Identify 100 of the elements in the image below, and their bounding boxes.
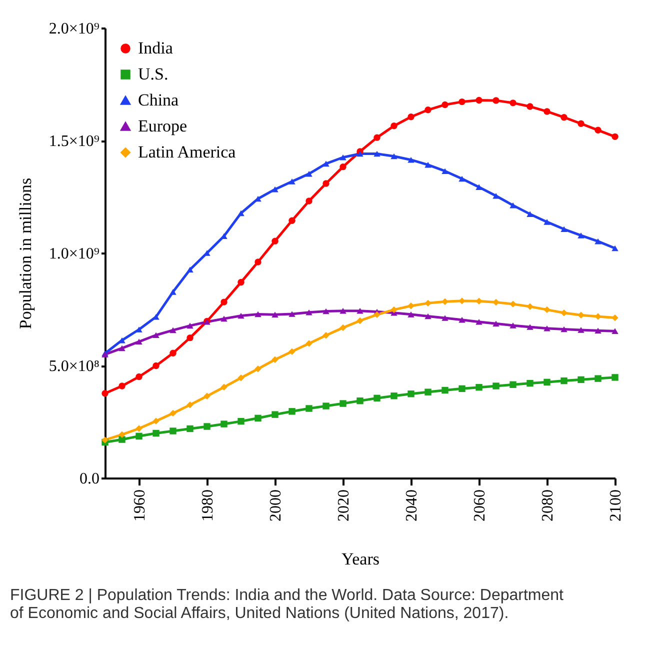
- point: [186, 425, 194, 432]
- legend-label: China: [138, 90, 180, 110]
- point: [612, 133, 618, 140]
- x-tick-label: 1980: [200, 490, 216, 522]
- point: [340, 400, 346, 407]
- point: [544, 219, 550, 225]
- point: [186, 266, 194, 273]
- point: [374, 394, 380, 402]
- point: [170, 327, 176, 334]
- point: [238, 210, 244, 216]
- point: [390, 306, 398, 314]
- point: [374, 134, 380, 141]
- point: [340, 324, 346, 332]
- point: [136, 326, 142, 332]
- point: [526, 380, 534, 387]
- point: [476, 318, 482, 325]
- point: [442, 315, 448, 321]
- point: [408, 114, 414, 120]
- point: [492, 97, 500, 104]
- point: [612, 245, 618, 252]
- point: [544, 325, 550, 332]
- point: [220, 233, 228, 240]
- point: [306, 309, 312, 316]
- point: [578, 312, 584, 318]
- y-axis-title: Population in millions: [16, 178, 35, 330]
- point: [340, 163, 346, 170]
- point: [458, 385, 466, 392]
- y-tick-label: 5.0×10⁸: [48, 358, 100, 375]
- legend-label: Latin America: [138, 142, 236, 162]
- caption: FIGURE 2 | Population Trends: India and the World. Data Source: Department of Economic and Social Affairs, United Nations (United Nations, 2017).: [10, 587, 564, 622]
- point: [186, 402, 194, 408]
- point: [220, 384, 228, 390]
- y-tick-label: 0.0: [80, 470, 100, 488]
- point: [594, 375, 602, 382]
- point: [136, 373, 142, 380]
- point: [408, 390, 414, 398]
- point: [390, 122, 398, 130]
- point: [306, 198, 312, 204]
- x-tick-label: 2040: [404, 490, 420, 522]
- x-tick-label: 2060: [472, 490, 488, 522]
- point: [136, 338, 142, 345]
- point: [170, 410, 176, 417]
- point: [510, 381, 516, 388]
- point: [254, 311, 262, 318]
- point: [578, 232, 584, 238]
- point: [458, 316, 466, 323]
- point: [578, 327, 584, 333]
- point: [170, 350, 176, 356]
- legend-label: U.S.: [138, 64, 168, 84]
- x-tick-label: 1960: [132, 490, 148, 522]
- point: [220, 298, 228, 306]
- point: [560, 226, 568, 232]
- point: [526, 211, 534, 217]
- point: [526, 103, 534, 110]
- point: [594, 328, 602, 334]
- point: [186, 322, 194, 329]
- point: [254, 366, 262, 372]
- point: [458, 176, 466, 182]
- point: [118, 431, 126, 438]
- point: [340, 154, 346, 160]
- point: [288, 408, 296, 415]
- point: [492, 382, 500, 390]
- point: [612, 374, 618, 381]
- point: [170, 289, 176, 295]
- point: [374, 311, 380, 318]
- legend-label: India: [138, 38, 174, 58]
- point: [594, 238, 602, 244]
- point: [408, 156, 414, 163]
- point: [560, 377, 568, 384]
- point: [152, 362, 160, 370]
- point: [612, 328, 618, 334]
- point: [356, 317, 364, 324]
- point: [458, 98, 466, 106]
- point: [204, 423, 210, 430]
- point: [238, 312, 244, 319]
- point: [288, 348, 296, 355]
- y-tick-label: 1.5×10⁹: [48, 133, 100, 150]
- x-tick-label: 2100: [608, 490, 624, 522]
- x-axis-title: Years: [342, 550, 380, 568]
- legend-label: Europe: [138, 116, 188, 136]
- point: [288, 311, 296, 317]
- point: [340, 308, 346, 314]
- point: [578, 376, 584, 384]
- point: [544, 378, 550, 386]
- point: [510, 100, 516, 106]
- x-tick-label: 2020: [336, 490, 352, 522]
- point: [442, 386, 448, 394]
- point: [272, 356, 278, 364]
- point: [254, 414, 262, 422]
- point: [510, 202, 516, 208]
- point: [424, 106, 432, 114]
- point: [510, 300, 516, 308]
- point: [424, 388, 432, 396]
- point: [374, 150, 380, 157]
- point: [408, 312, 414, 318]
- point: [136, 432, 142, 440]
- point: [238, 278, 244, 286]
- point: [102, 436, 108, 444]
- point: [424, 313, 432, 320]
- point: [526, 303, 534, 310]
